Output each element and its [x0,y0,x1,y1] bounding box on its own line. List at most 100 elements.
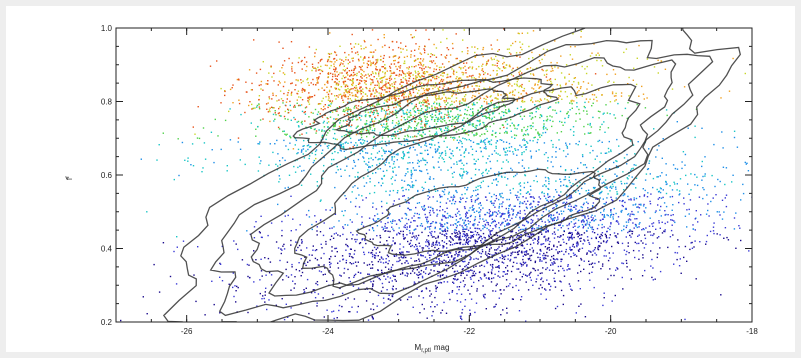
scatter-point [628,213,630,215]
scatter-point [458,136,460,138]
scatter-point [517,251,519,253]
scatter-point [517,253,520,255]
scatter-point [472,209,474,211]
scatter-point [417,277,420,279]
scatter-point [494,249,496,251]
scatter-point [449,80,451,83]
scatter-point [460,293,463,295]
scatter-point [452,278,455,280]
scatter-point [348,253,351,255]
scatter-point [526,220,528,222]
scatter-point [472,190,475,192]
scatter-point [629,219,632,221]
scatter-point [633,213,635,216]
scatter-point [323,222,325,224]
scatter-point [305,264,307,267]
scatter-point [518,96,520,99]
scatter-point [588,263,591,266]
scatter-point [371,71,374,73]
scatter-point [646,58,649,60]
scatter-point [512,243,514,245]
scatter-point [376,247,379,249]
scatter-point [532,234,535,236]
scatter-point [413,281,416,283]
scatter-point [488,155,490,157]
scatter-point [319,219,322,222]
scatter-point [469,121,471,124]
scatter-point [334,123,336,125]
scatter-point [347,158,349,160]
scatter-point [382,182,384,184]
scatter-point [283,318,286,321]
scatter-point [440,116,442,118]
scatter-point [463,117,465,119]
scatter-point [509,91,512,94]
scatter-point [599,128,601,131]
scatter-point [580,86,582,88]
scatter-point [534,116,537,118]
scatter-point [489,233,491,235]
scatter-point [480,241,483,244]
scatter-point [342,227,345,230]
scatter-point [256,104,259,107]
scatter-point [627,219,630,221]
scatter-point [589,98,591,100]
scatter-point [406,226,408,228]
scatter-point [547,238,550,240]
scatter-point [446,254,448,256]
scatter-point [562,238,564,241]
scatter-point [428,247,430,250]
scatter-point [395,223,398,225]
scatter-point [272,92,274,94]
scatter-point [456,161,458,163]
scatter-point [567,264,569,266]
scatter-point [444,230,447,232]
scatter-point [422,189,424,192]
scatter-point [586,221,589,223]
scatter-point [657,191,660,193]
scatter-point [204,314,206,316]
scatter-point [557,252,559,255]
scatter-point [493,306,495,308]
scatter-point [673,263,675,265]
scatter-point [428,240,430,242]
scatter-point [495,97,497,99]
scatter-point [463,130,465,132]
scatter-point [479,218,481,220]
scatter-point [414,114,416,117]
scatter-point [631,230,634,233]
scatter-point [370,308,372,310]
scatter-point [376,305,378,307]
scatter-point [608,168,611,170]
scatter-point [711,174,713,177]
scatter-point [415,78,417,80]
scatter-point [458,115,460,118]
scatter-point [436,215,438,217]
scatter-point [599,178,601,180]
scatter-point [464,193,466,195]
scatter-point [499,229,501,231]
scatter-point [235,301,237,303]
scatter-point [623,228,625,231]
scatter-point [776,184,777,185]
scatter-point [375,145,377,147]
scatter-point [400,107,402,109]
scatter-point [516,196,518,199]
scatter-point [540,293,542,295]
scatter-point [375,252,377,254]
scatter-point [475,127,477,129]
scatter-point [429,214,432,216]
scatter-point [564,91,567,93]
scatter-point [341,255,344,257]
scatter-point [652,267,654,269]
scatter-point [706,194,708,196]
scatter-point [226,165,228,167]
scatter-point [538,80,540,82]
scatter-point [459,100,461,102]
scatter-point [507,211,509,213]
scatter-point [490,234,492,236]
scatter-point [426,161,428,164]
scatter-point [788,123,789,124]
scatter-point [299,224,301,226]
scatter-point [405,256,407,259]
